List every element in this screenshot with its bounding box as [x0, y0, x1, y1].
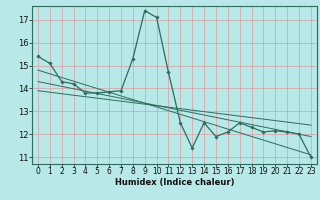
- X-axis label: Humidex (Indice chaleur): Humidex (Indice chaleur): [115, 178, 234, 187]
